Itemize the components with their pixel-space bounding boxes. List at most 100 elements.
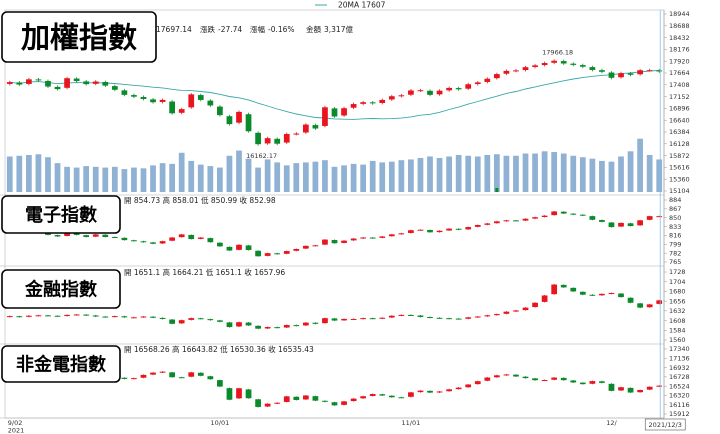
candle-body	[26, 315, 32, 317]
candle-body	[197, 318, 204, 320]
candle-body	[503, 374, 510, 376]
candle-body	[589, 216, 596, 220]
candle-body	[398, 95, 405, 97]
volume-bar	[92, 166, 99, 192]
volume-bar	[398, 160, 405, 192]
volume-bar	[618, 156, 624, 192]
candle-body	[16, 316, 23, 318]
candle-body	[255, 132, 261, 145]
candle-body	[35, 79, 42, 81]
candle-body	[264, 403, 271, 407]
y-tick-label: 16320	[669, 392, 690, 400]
candle-body	[388, 315, 395, 318]
candle-body	[6, 316, 13, 318]
candle-body	[436, 317, 443, 319]
candle-body	[283, 134, 290, 143]
candle-body	[169, 101, 176, 114]
candle-body	[331, 318, 338, 321]
candle-body	[178, 320, 185, 324]
candle-body	[627, 73, 634, 75]
candle-body	[493, 221, 500, 224]
candle-body	[618, 293, 624, 298]
y-tick-label: 16128	[669, 140, 690, 148]
volume-bar	[551, 152, 558, 192]
candle-body	[522, 218, 529, 221]
volume-bar	[608, 161, 615, 192]
volume-bar	[140, 168, 147, 192]
y-tick-label: 1656	[669, 297, 686, 305]
y-tick-label: 15872	[669, 152, 690, 160]
candle-body	[302, 124, 309, 133]
candle-body	[169, 319, 176, 324]
candle-body	[217, 380, 223, 387]
candle-body	[283, 325, 290, 328]
candle-body	[150, 99, 156, 103]
candle-body	[379, 99, 386, 103]
volume-bar	[474, 156, 481, 192]
candle-body	[54, 86, 61, 90]
candle-body	[207, 238, 214, 243]
candle-body	[236, 111, 242, 123]
volume-bar	[159, 163, 166, 192]
candle-body	[331, 108, 338, 117]
y-tick-label: 833	[669, 223, 681, 231]
candle-body	[169, 372, 176, 378]
panel-title: 電子指數	[25, 204, 97, 226]
candle-body	[522, 67, 529, 71]
volume-bar	[388, 161, 395, 192]
volume-bar	[217, 167, 223, 192]
candle-body	[197, 95, 204, 100]
volume-bar	[637, 138, 643, 192]
candle-body	[302, 322, 309, 326]
candle-body	[408, 230, 414, 233]
candle-body	[541, 63, 548, 66]
panel-title-badge	[1, 345, 121, 383]
candle-body	[484, 315, 491, 317]
candle-body	[140, 374, 147, 378]
y-tick-label: 18688	[669, 22, 690, 30]
candle-body	[656, 385, 663, 387]
y-tick-label: 18944	[669, 10, 690, 18]
candle-body	[465, 384, 472, 388]
candle-body	[121, 237, 128, 241]
volume-bar	[589, 158, 596, 192]
y-tick-label: 15360	[669, 175, 690, 183]
candle-body	[245, 389, 252, 399]
candle-body	[64, 78, 70, 88]
candle-body	[646, 304, 653, 308]
candle-body	[350, 398, 357, 402]
candle-body	[551, 211, 558, 216]
candle-body	[302, 245, 309, 249]
grid-layer	[0, 9, 665, 419]
candle-body	[618, 73, 624, 78]
volume-bar	[35, 154, 42, 192]
volume-bar	[493, 154, 500, 192]
y-tick-label: 816	[669, 232, 681, 240]
candle-body	[541, 295, 548, 302]
x-tick-label: 9/02	[8, 419, 23, 427]
candle-body	[226, 246, 233, 251]
candle-body	[398, 397, 405, 399]
candle-body	[465, 317, 472, 319]
y-tick-label: 15616	[669, 164, 690, 172]
candle-body	[455, 318, 462, 320]
candle-body	[236, 244, 242, 250]
candle-body	[589, 381, 596, 384]
candle-body	[446, 389, 452, 392]
candle-body	[312, 396, 319, 401]
volume-bar	[197, 164, 204, 192]
cursor-date-box	[644, 418, 686, 431]
y-tick-label: 17664	[669, 69, 690, 77]
y-tick-label: 1632	[669, 307, 686, 315]
volume-bar	[360, 164, 367, 192]
candle-body	[637, 70, 643, 75]
y-tick-label: 1680	[669, 288, 686, 296]
candle-body	[217, 242, 223, 247]
volume-bar	[570, 155, 577, 192]
candle-body	[140, 241, 147, 243]
candle-body	[408, 314, 414, 316]
candle-body	[493, 74, 500, 79]
y-tick-label: 765	[669, 258, 681, 266]
candle-body	[646, 386, 653, 390]
